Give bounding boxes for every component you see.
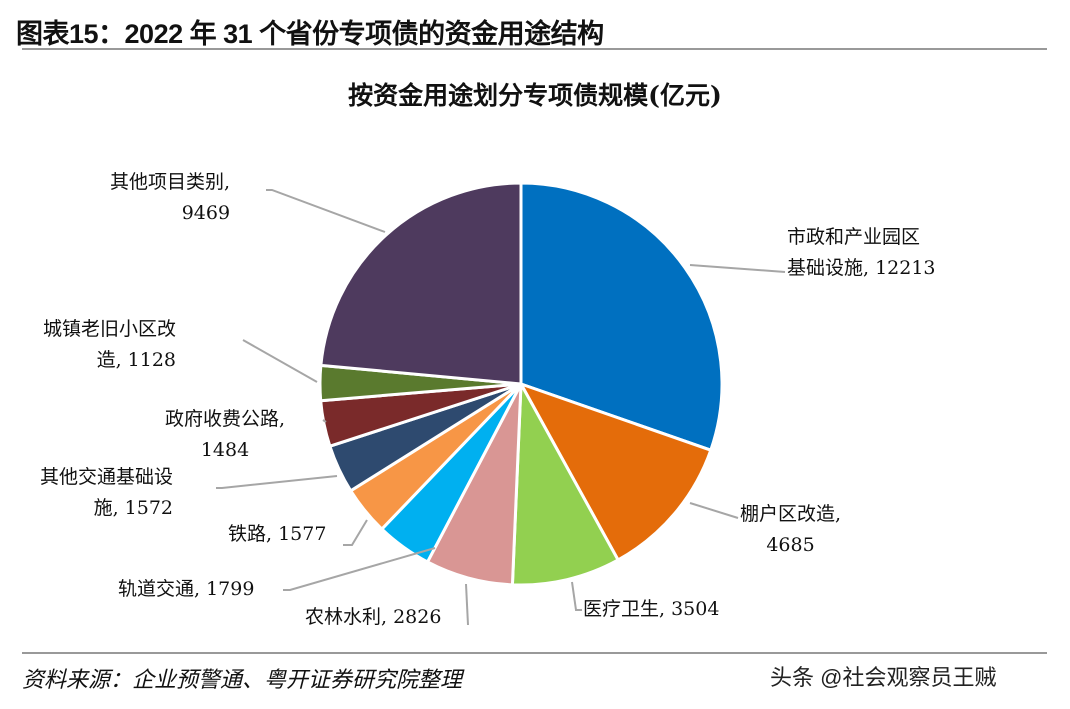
- leader-line-8: [242, 339, 318, 383]
- data-label-line: 其他项目类别,: [110, 171, 231, 193]
- leader-line-1: [689, 502, 739, 519]
- leader-line-6: [216, 475, 338, 489]
- data-label-6: 其他交通基础设施, 1572: [40, 462, 173, 524]
- leader-line-5: [343, 519, 368, 546]
- data-label-7: 政府收费公路, 1484: [165, 404, 285, 466]
- data-label-line: 1484: [200, 439, 250, 461]
- data-label-line: 棚户区改造,: [740, 503, 842, 525]
- top-divider: [22, 48, 1047, 50]
- data-label-line: 市政和产业园区: [787, 226, 921, 248]
- data-label-line: 造, 1128: [96, 349, 177, 371]
- data-label-5: 铁路, 1577: [228, 519, 326, 550]
- data-label-line: 9469: [181, 202, 231, 224]
- data-label-2: 医疗卫生, 3504: [583, 594, 719, 625]
- data-label-3: 农林水利, 2826: [305, 602, 441, 633]
- data-label-line: 4685: [766, 534, 815, 556]
- data-label-8: 城镇老旧小区改造, 1128: [43, 314, 176, 376]
- data-label-line: 医疗卫生, 3504: [583, 598, 720, 620]
- pie-slice-9: [319, 181, 523, 386]
- pie-slice-2: [510, 378, 621, 587]
- data-label-1: 棚户区改造, 4685: [740, 499, 841, 561]
- data-label-line: 基础设施, 12213: [787, 257, 936, 279]
- data-label-line: 政府收费公路,: [165, 408, 286, 430]
- source-note: 资料来源：企业预警通、粤开证券研究院整理: [22, 667, 463, 692]
- data-label-0: 市政和产业园区 基础设施, 12213: [787, 222, 936, 284]
- data-label-line: 农林水利, 2826: [305, 606, 442, 628]
- leader-line-9: [266, 189, 386, 233]
- bottom-divider: [22, 652, 1047, 654]
- data-label-line: 铁路, 1577: [228, 523, 327, 545]
- leader-line-3: [465, 583, 469, 626]
- chart-title: 按资金用途划分专项债规模(亿元): [348, 81, 722, 110]
- figure-title: 图表15：2022 年 31 个省份专项债的资金用途结构: [16, 19, 604, 49]
- leader-line-4: [283, 547, 436, 591]
- data-label-line: 城镇老旧小区改: [43, 318, 177, 340]
- leader-line-7: [322, 419, 327, 423]
- data-label-line: 施, 1572: [93, 497, 174, 519]
- data-label-4: 轨道交通, 1799: [118, 574, 254, 605]
- data-label-line: 其他交通基础设: [40, 466, 174, 488]
- watermark: 头条 @社会观察员王贼: [770, 665, 997, 690]
- leader-line-2: [571, 581, 582, 611]
- leader-line-0: [689, 264, 786, 273]
- data-label-line: 轨道交通, 1799: [118, 578, 255, 600]
- data-label-9: 其他项目类别, 9469: [110, 167, 230, 229]
- pie-slice-1: [517, 381, 713, 563]
- pie-slice-0: [519, 181, 724, 453]
